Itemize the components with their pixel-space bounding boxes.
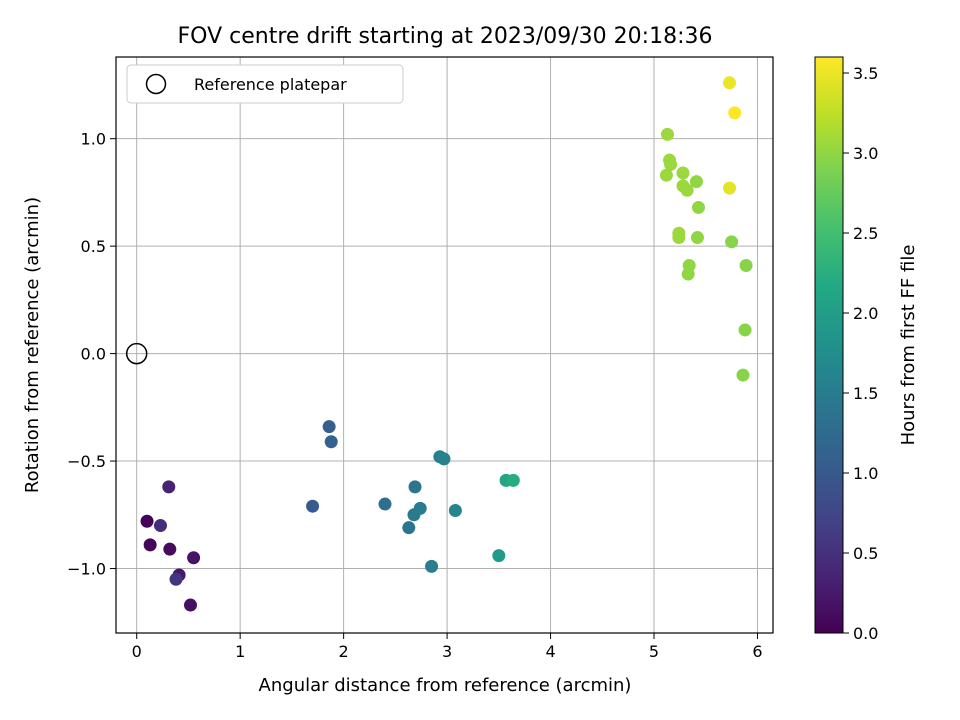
data-point — [402, 521, 416, 535]
data-point — [736, 368, 750, 382]
legend-label-reference-platepar: Reference platepar — [194, 75, 347, 94]
data-point — [723, 181, 737, 195]
plot-frame — [115, 56, 774, 634]
chart-title: FOV centre drift starting at 2023/09/30 … — [178, 24, 713, 49]
x-tick-label: 6 — [752, 642, 762, 661]
colorbar-ticks: 0.0 0.5 1.0 1.5 2.0 2.5 3.0 3.5 — [843, 64, 878, 643]
legend: Reference platepar — [126, 64, 404, 104]
data-point — [672, 231, 686, 245]
data-point — [448, 503, 462, 517]
colorbar-tick-label: 0.5 — [853, 544, 878, 563]
colorbar-tick-label: 2.5 — [853, 224, 878, 243]
data-point — [169, 572, 183, 586]
y-tick-label: 0.0 — [81, 345, 106, 364]
data-point — [140, 514, 154, 528]
data-point — [153, 519, 167, 533]
colorbar-tick-label: 3.0 — [853, 144, 878, 163]
colorbar-tick-label: 3.5 — [853, 64, 878, 83]
data-points — [140, 76, 753, 612]
x-tick-label: 0 — [132, 642, 142, 661]
colorbar-tick-label: 1.0 — [853, 464, 878, 483]
data-point — [413, 501, 427, 515]
y-tick-label: 1.0 — [81, 130, 106, 149]
grid-lines — [116, 57, 773, 633]
x-tick-label: 2 — [339, 642, 349, 661]
reference-marker — [125, 342, 148, 365]
x-axis-ticks: 0 1 2 3 4 5 6 — [132, 633, 763, 661]
data-point — [408, 480, 422, 494]
data-point — [676, 166, 690, 180]
data-point — [425, 559, 439, 573]
data-point — [664, 157, 678, 171]
data-point — [324, 435, 338, 449]
data-point — [681, 267, 695, 281]
data-point — [689, 175, 703, 189]
data-point — [163, 542, 177, 556]
colorbar-tick-label: 2.0 — [853, 304, 878, 323]
data-point — [738, 323, 752, 337]
colorbar-tick-label: 1.5 — [853, 384, 878, 403]
y-tick-label: 0.5 — [81, 237, 106, 256]
y-axis-ticks: −1.0 −0.5 0.0 0.5 1.0 — [67, 130, 116, 579]
colorbar-tick-label: 0.0 — [853, 624, 878, 643]
colorbar-label: Hours from first FF file — [898, 245, 919, 446]
data-point — [692, 200, 706, 214]
data-point — [723, 76, 737, 90]
data-point — [728, 106, 742, 120]
data-point — [437, 452, 451, 466]
data-point — [378, 497, 392, 511]
data-point — [306, 499, 320, 513]
x-tick-label: 5 — [649, 642, 659, 661]
data-point — [322, 420, 336, 434]
data-point — [162, 480, 176, 494]
x-tick-label: 1 — [235, 642, 245, 661]
y-tick-label: −1.0 — [67, 560, 106, 579]
reference-platepar-marker — [125, 342, 148, 365]
legend-open-circle-marker — [145, 73, 167, 95]
data-point — [725, 235, 739, 249]
x-tick-label: 4 — [545, 642, 555, 661]
data-point — [739, 258, 753, 272]
legend-box — [126, 64, 404, 104]
x-tick-label: 3 — [442, 642, 452, 661]
y-axis-label: Rotation from reference (arcmin) — [22, 197, 43, 493]
data-point — [680, 183, 694, 197]
data-point — [659, 168, 673, 182]
data-point — [660, 127, 674, 141]
colorbar — [814, 56, 844, 634]
data-point — [506, 473, 520, 487]
data-point — [690, 231, 704, 245]
x-axis-label: Angular distance from reference (arcmin) — [259, 675, 632, 696]
data-point — [187, 551, 201, 565]
data-point — [183, 598, 197, 612]
data-point — [492, 549, 506, 563]
y-tick-label: −0.5 — [67, 452, 106, 471]
data-point — [143, 538, 157, 552]
